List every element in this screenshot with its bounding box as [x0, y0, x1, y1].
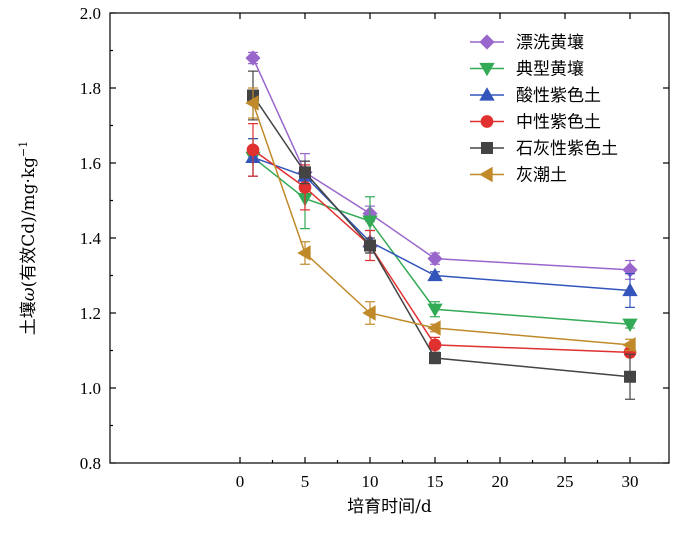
data-point [622, 337, 636, 353]
data-point [298, 166, 311, 179]
legend-marker [479, 34, 495, 50]
y-axis-title-prefix: 土壤 [18, 301, 39, 335]
legend-label: 漂洗黄壤 [516, 32, 584, 53]
legend-label: 中性紫色土 [516, 113, 601, 133]
x-tick-label: 30 [622, 472, 639, 491]
x-tick-label: 15 [427, 472, 444, 491]
legend-item: 石灰性紫色土 [470, 139, 618, 159]
axes-layer: 0 5 10 15 20 25 30 0.8 1.0 1.2 1.4 1.6 1.8 2.0 [80, 4, 670, 491]
y-axis-title-suffix: (有效Cd)/mg·kg [19, 157, 39, 288]
y-tick-label: 1.6 [80, 154, 101, 173]
x-tick-label: 0 [236, 472, 245, 491]
legend-item: 中性紫色土 [470, 113, 601, 133]
legend-item: 灰潮土 [470, 166, 567, 186]
data-point [427, 320, 441, 336]
data-point [246, 143, 260, 157]
series-line [252, 95, 631, 378]
series-4 [246, 70, 637, 400]
legend-item: 漂洗黄壤 [470, 32, 584, 53]
data-point [362, 305, 376, 321]
data-point [622, 282, 638, 297]
legend-label: 灰潮土 [516, 166, 567, 186]
y-axis-title: 土壤ω(有效Cd)/mg·kg−1 [17, 141, 39, 336]
legend-item: 酸性紫色土 [470, 86, 601, 106]
data-point [622, 318, 638, 333]
legend-label: 石灰性紫色土 [516, 139, 618, 159]
x-tick-label: 5 [301, 472, 310, 491]
legend-label: 典型黄壤 [516, 59, 584, 80]
data-point [297, 245, 311, 261]
x-tick-label: 20 [492, 472, 509, 491]
legend-marker [480, 141, 493, 154]
legend-marker [479, 166, 493, 183]
y-tick-label: 1.2 [80, 304, 101, 323]
data-point [427, 303, 443, 318]
y-tick-label: 1.8 [80, 79, 101, 98]
legend-marker [479, 87, 495, 101]
x-axis-title: 培育时间/d [347, 497, 432, 517]
y-tick-label: 0.8 [80, 454, 101, 473]
series-5 [245, 87, 636, 353]
data-point [363, 239, 376, 252]
series-layer [245, 50, 638, 400]
data-point [428, 338, 442, 352]
plot-frame [109, 12, 670, 464]
legend-item: 典型黄壤 [470, 59, 584, 80]
series-line [252, 156, 631, 325]
data-point [245, 50, 261, 66]
y-tick-label: 2.0 [80, 4, 101, 23]
data-point [362, 215, 378, 229]
legend-marker [480, 115, 494, 128]
data-point [624, 370, 637, 383]
y-tick-label: 1.4 [80, 229, 102, 248]
legend-marker [479, 62, 495, 77]
data-point [427, 267, 443, 282]
y-axis-title-superscript: −1 [17, 141, 30, 157]
x-tick-label: 25 [557, 472, 574, 491]
y-tick-label: 1.0 [80, 379, 101, 398]
y-axis-title-variable: ω [19, 287, 39, 301]
data-point [245, 95, 259, 111]
x-tick-label: 10 [362, 472, 379, 491]
data-point [428, 351, 441, 364]
data-point [427, 251, 443, 267]
legend-label: 酸性紫色土 [516, 86, 601, 106]
